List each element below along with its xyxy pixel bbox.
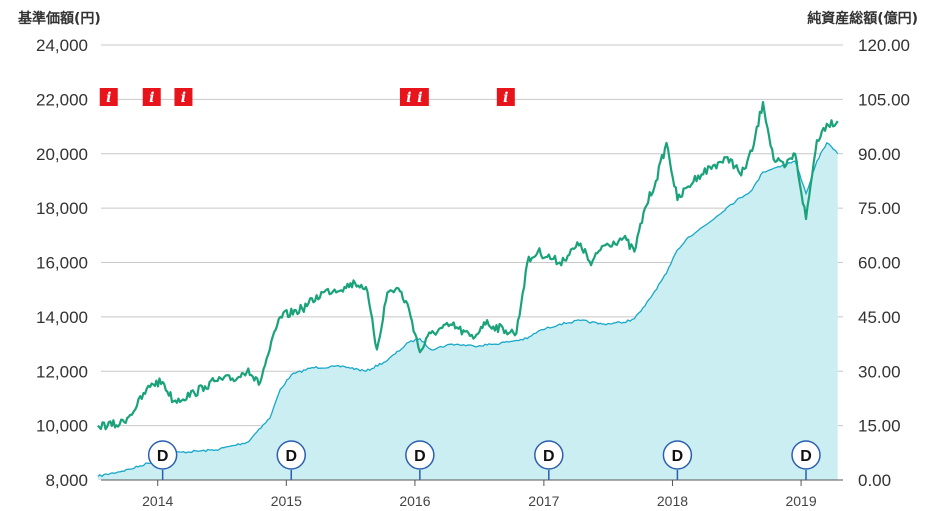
left-tick-label: 10,000 bbox=[36, 417, 88, 436]
net-assets-area bbox=[97, 142, 838, 480]
info-marker: i bbox=[410, 88, 429, 106]
dividend-marker-label: D bbox=[157, 448, 169, 465]
net-assets-line bbox=[97, 142, 839, 478]
info-marker-label: i bbox=[181, 90, 186, 106]
info-marker-label: i bbox=[406, 90, 411, 106]
x-tick-label: 2014 bbox=[142, 493, 173, 509]
right-tick-label: 90.00 bbox=[858, 145, 901, 164]
right-tick-label: 0.00 bbox=[858, 471, 891, 490]
right-tick-label: 30.00 bbox=[858, 362, 901, 381]
left-tick-label: 22,000 bbox=[36, 90, 88, 109]
dividend-marker: D bbox=[791, 440, 821, 480]
info-marker-label: i bbox=[106, 90, 111, 106]
left-tick-label: 24,000 bbox=[36, 36, 88, 55]
right-axis-title: 純資産総額(億円) bbox=[807, 11, 918, 27]
left-tick-label: 8,000 bbox=[45, 471, 88, 490]
left-axis-title: 基準価額(円) bbox=[18, 11, 101, 27]
dividend-marker-label: D bbox=[543, 448, 555, 465]
info-marker-box bbox=[142, 88, 161, 106]
left-tick-label: 12,000 bbox=[36, 362, 88, 381]
info-marker: i bbox=[174, 88, 193, 106]
x-tick-label: 2017 bbox=[528, 493, 559, 509]
dividend-marker-label: D bbox=[672, 448, 684, 465]
dividend-marker-circle bbox=[662, 440, 693, 470]
info-marker-box bbox=[496, 88, 515, 106]
left-tick-label: 18,000 bbox=[36, 199, 88, 218]
right-tick-label: 105.00 bbox=[858, 90, 910, 109]
info-marker-label: i bbox=[503, 90, 508, 106]
dividend-marker-label: D bbox=[285, 448, 297, 465]
info-marker: i bbox=[496, 88, 515, 106]
right-tick-label: 45.00 bbox=[858, 308, 901, 327]
left-tick-label: 20,000 bbox=[36, 145, 88, 164]
dividend-marker: D bbox=[276, 440, 307, 480]
dividend-marker-label: D bbox=[414, 448, 426, 465]
dividend-marker: D bbox=[147, 440, 178, 480]
right-tick-label: 75.00 bbox=[858, 199, 901, 218]
info-marker-box bbox=[99, 88, 118, 106]
dividend-marker: D bbox=[534, 440, 564, 480]
info-marker-box bbox=[410, 88, 429, 106]
left-tick-label: 14,000 bbox=[36, 308, 88, 327]
dividend-marker: D bbox=[405, 440, 435, 480]
right-tick-label: 15.00 bbox=[858, 417, 901, 436]
dividend-marker-circle bbox=[405, 440, 435, 470]
dividend-marker-circle bbox=[534, 440, 564, 470]
x-tick-label: 2018 bbox=[657, 493, 688, 509]
info-marker-label: i bbox=[149, 90, 154, 106]
nav-line bbox=[96, 100, 839, 431]
info-marker-label: i bbox=[417, 90, 422, 106]
dividend-marker-circle bbox=[791, 440, 821, 470]
dividend-marker-circle bbox=[147, 440, 178, 470]
right-tick-label: 120.00 bbox=[858, 36, 910, 55]
info-marker: i bbox=[99, 88, 118, 106]
dividend-marker-circle bbox=[276, 440, 307, 470]
x-tick-label: 2019 bbox=[785, 493, 816, 509]
info-marker-box bbox=[174, 88, 193, 106]
info-marker: i bbox=[142, 88, 161, 106]
left-tick-label: 16,000 bbox=[36, 254, 88, 273]
dividend-marker-label: D bbox=[800, 448, 812, 465]
x-tick-label: 2015 bbox=[271, 493, 302, 509]
right-tick-label: 60.00 bbox=[858, 254, 901, 273]
dividend-marker: D bbox=[662, 440, 693, 480]
x-tick-label: 2016 bbox=[399, 493, 430, 509]
